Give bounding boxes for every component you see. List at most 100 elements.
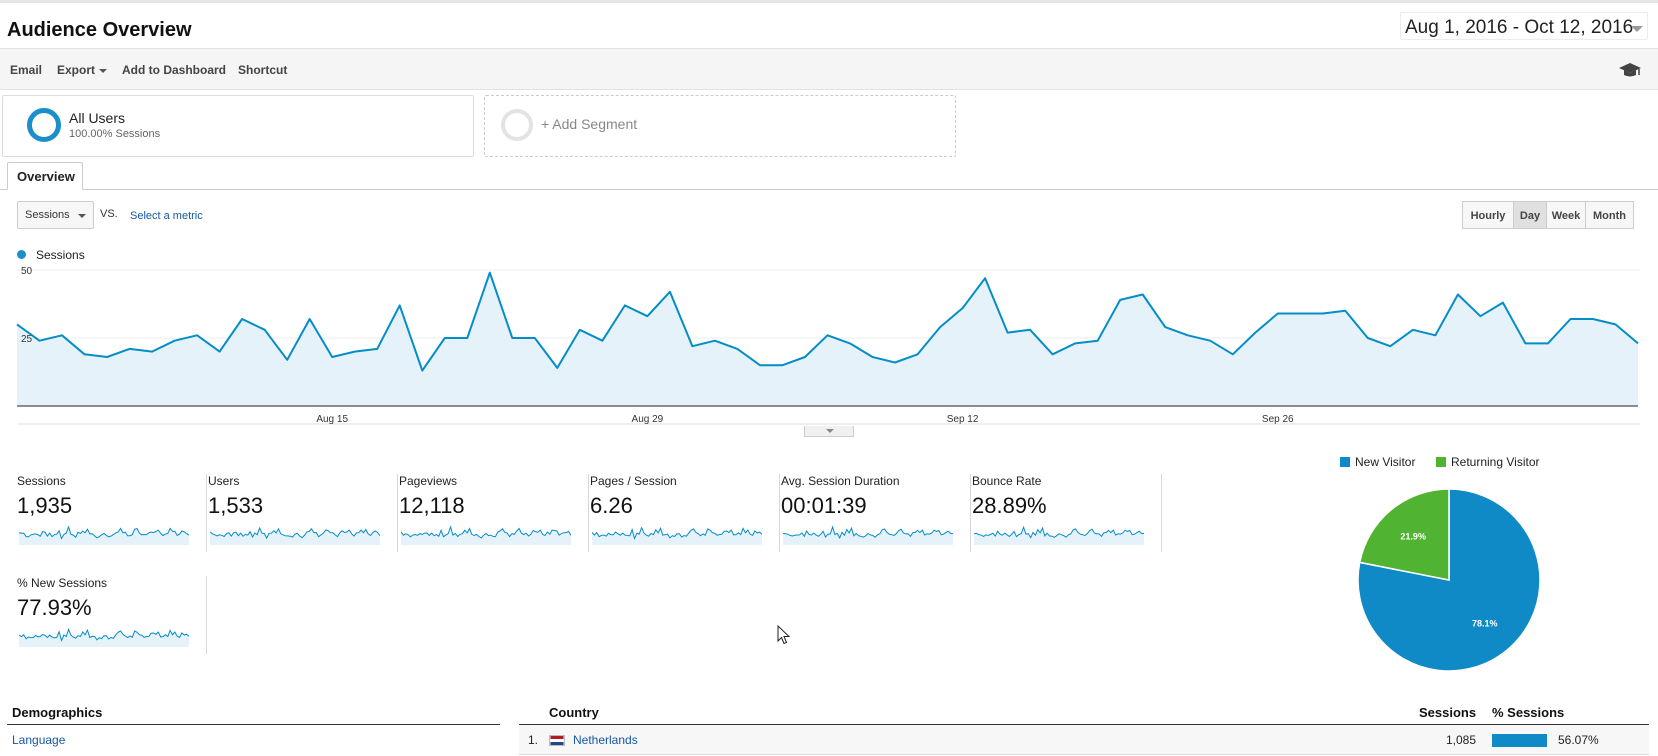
y-tick-label: 25: [21, 334, 33, 345]
sessions-point: [1434, 334, 1436, 336]
sessions-point: [151, 350, 153, 352]
period-week-button[interactable]: Week: [1546, 201, 1586, 229]
metric-dropdown[interactable]: Sessions: [17, 201, 94, 229]
sessions-point: [106, 356, 108, 358]
pie-legend-label: Returning Visitor: [1451, 455, 1540, 469]
sessions-point: [1614, 323, 1616, 325]
sessions-point: [1051, 353, 1053, 355]
graduation-cap-icon[interactable]: [1618, 60, 1642, 80]
sparkline-line: [19, 627, 189, 642]
sessions-point: [1412, 329, 1414, 331]
sparkline-area: [19, 629, 189, 647]
country-column-header: Country: [549, 705, 599, 720]
sessions-point: [759, 364, 761, 366]
sessions-point: [1547, 342, 1549, 344]
chevron-down-icon: [1631, 26, 1643, 32]
sessions-point: [1209, 340, 1211, 342]
metric-sparkline: [19, 627, 189, 647]
sessions-point: [466, 337, 468, 339]
metric-value: 28.89%: [972, 493, 1047, 518]
period-hourly-button[interactable]: Hourly: [1462, 201, 1514, 229]
date-range-picker[interactable]: Aug 1, 2016 - Oct 12, 2016: [1400, 12, 1648, 40]
chevron-down-icon: [99, 68, 108, 73]
sessions-point: [1299, 312, 1301, 314]
metric-sparkline: [592, 526, 762, 545]
period-day-button[interactable]: Day: [1513, 201, 1547, 229]
sessions-column-header: Sessions: [1419, 705, 1477, 720]
pie-slice-label: 21.9%: [1400, 531, 1426, 541]
x-tick-label: Sep 26: [1262, 414, 1294, 425]
sessions-point: [736, 348, 738, 350]
tile-divider: [397, 474, 398, 552]
export-button[interactable]: Export: [57, 63, 108, 77]
x-tick-label: Aug 15: [316, 414, 348, 425]
metric-tile-pageviews[interactable]: Pageviews 12,118: [399, 474, 589, 552]
x-tick-label: Aug 29: [632, 414, 664, 425]
top-rule: [0, 0, 1658, 3]
sessions-point: [489, 272, 491, 274]
sessions-point: [646, 315, 648, 317]
tile-divider: [206, 474, 207, 552]
period-month-button[interactable]: Month: [1585, 201, 1634, 229]
metric-sparkline: [783, 525, 953, 545]
add-segment-button[interactable]: + Add Segment: [484, 95, 956, 157]
chart-resize-handle[interactable]: [804, 426, 854, 437]
tile-divider: [779, 474, 780, 552]
x-tick-label: Sep 12: [947, 414, 979, 425]
metric-tile-new-sessions[interactable]: % New Sessions 77.93%: [17, 576, 207, 654]
metric-sparkline: [19, 525, 189, 545]
sessions-point: [601, 340, 603, 342]
metric-tile-avg-session-duration[interactable]: Avg. Session Duration 00:01:39: [781, 474, 971, 552]
sessions-point: [286, 359, 288, 361]
sparkline-area: [592, 527, 762, 545]
sessions-point: [691, 345, 693, 347]
sessions-point: [1502, 301, 1504, 303]
sessions-point: [894, 361, 896, 363]
sessions-point: [534, 337, 536, 339]
segment-all-users[interactable]: All Users 100.00% Sessions: [2, 95, 474, 157]
country-pct-sessions: 56.07%: [1558, 733, 1599, 747]
pie-legend-new-visitor: New Visitor: [1340, 455, 1415, 469]
sessions-point: [421, 369, 423, 371]
email-button[interactable]: Email: [10, 63, 43, 77]
returning-visitor-swatch: [1436, 457, 1446, 467]
sparkline-line: [210, 526, 380, 540]
sessions-point: [264, 329, 266, 331]
sessions-point: [1367, 337, 1369, 339]
sessions-point: [1142, 293, 1144, 295]
select-metric-link[interactable]: Select a metric: [130, 210, 203, 222]
netherlands-flag-icon: [549, 735, 565, 746]
add-segment-label: + Add Segment: [541, 116, 638, 132]
date-range-label: Aug 1, 2016 - Oct 12, 2016: [1405, 17, 1634, 38]
metric-name: Avg. Session Duration: [781, 474, 900, 488]
sessions-point: [916, 353, 918, 355]
metric-tile-users[interactable]: Users 1,533: [208, 474, 398, 552]
export-label: Export: [57, 63, 96, 77]
y-tick-label: 50: [21, 266, 33, 277]
language-link[interactable]: Language: [12, 733, 66, 747]
sessions-legend-label: Sessions: [36, 248, 85, 262]
metric-sparkline: [401, 525, 571, 545]
sessions-point: [669, 291, 671, 293]
add-to-dashboard-button[interactable]: Add to Dashboard: [122, 63, 226, 77]
shortcut-button[interactable]: Shortcut: [238, 63, 288, 77]
pct-sessions-bar: [1492, 734, 1547, 747]
metric-tile-sessions[interactable]: Sessions 1,935: [17, 474, 207, 552]
sparkline-area: [19, 527, 189, 545]
sessions-point: [1524, 342, 1526, 344]
new-visitor-swatch: [1340, 457, 1350, 467]
sessions-point: [849, 342, 851, 344]
sessions-point: [173, 340, 175, 342]
tab-overview[interactable]: Overview: [7, 162, 83, 190]
visitor-type-pie-chart[interactable]: 78.1% 21.9%: [1356, 487, 1542, 673]
metric-sparkline: [974, 525, 1144, 545]
sparkline-line: [783, 525, 953, 540]
metric-tile-pages-per-session[interactable]: Pages / Session 6.26: [590, 474, 780, 552]
sessions-point: [804, 356, 806, 358]
sessions-point: [1164, 326, 1166, 328]
sparkline-area: [210, 528, 380, 545]
country-link[interactable]: Netherlands: [573, 733, 638, 747]
metric-tile-bounce-rate[interactable]: Bounce Rate 28.89%: [972, 474, 1162, 552]
sessions-point: [1322, 312, 1324, 314]
sessions-line-chart[interactable]: 50 25 Aug 15 Aug 29 Sep 12 Sep 26: [0, 262, 1658, 432]
